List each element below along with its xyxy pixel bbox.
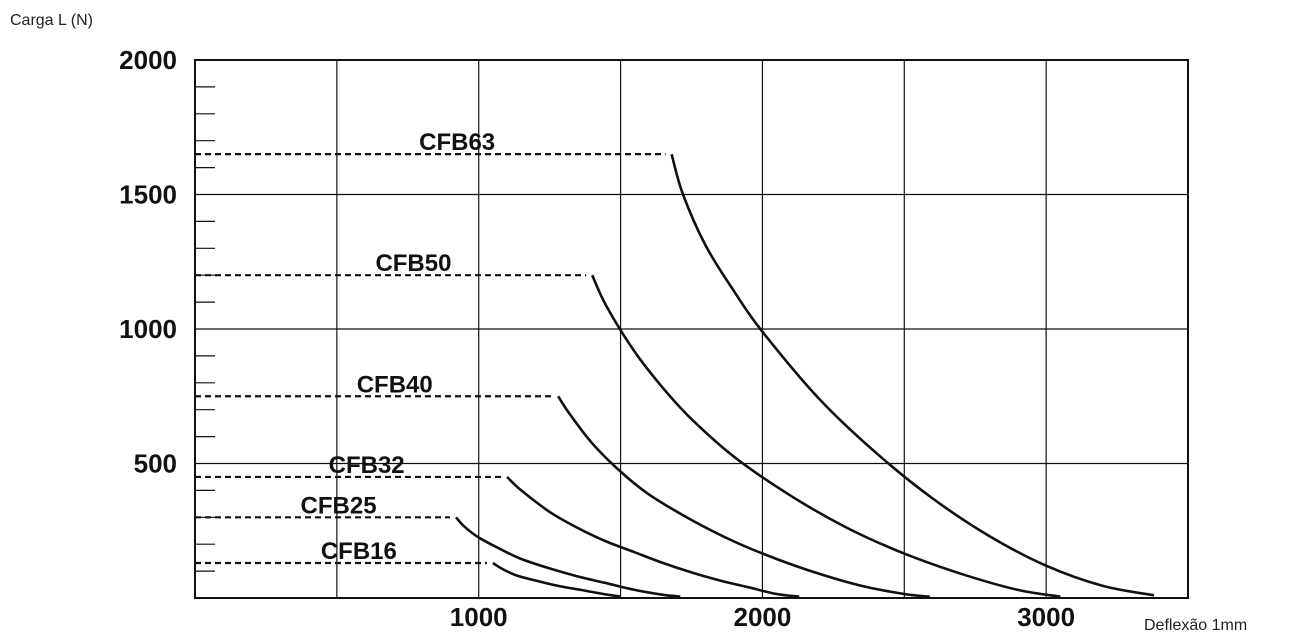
curve-cfb50 <box>591 274 1061 598</box>
tick-labels: 500 1000 1500 2000 1000 2000 3000 <box>119 45 1075 632</box>
curve-cfb25 <box>455 516 681 598</box>
max-load-guides <box>195 153 666 565</box>
curve-cfb16 <box>492 561 621 598</box>
label-cfb63: CFB63 <box>419 129 495 156</box>
y-axis-label: Carga L (N) <box>10 12 93 29</box>
x-tick-label: 2000 <box>734 602 792 632</box>
x-tick-label: 3000 <box>1017 602 1075 632</box>
curve-cfb63 <box>670 153 1155 597</box>
curve-cfb32 <box>506 475 800 598</box>
y-tick-label: 1000 <box>119 314 177 344</box>
y-tick-label: 1500 <box>119 180 177 210</box>
plot-frame <box>194 59 1189 599</box>
label-cfb40: CFB40 <box>357 371 433 398</box>
y-tick-label: 500 <box>134 449 177 479</box>
x-axis-label: Deflexão 1mm <box>1144 617 1247 634</box>
series-curves <box>455 153 1155 598</box>
label-cfb50: CFB50 <box>375 250 451 277</box>
x-tick-label: 1000 <box>450 602 508 632</box>
label-cfb32: CFB32 <box>329 452 405 479</box>
label-cfb16: CFB16 <box>321 538 397 565</box>
curve-cfb40 <box>557 395 930 598</box>
label-cfb25: CFB25 <box>301 492 377 519</box>
series-labels: CFB63 CFB50 CFB40 CFB32 CFB25 CFB16 <box>301 129 496 565</box>
y-tick-label: 2000 <box>119 45 177 75</box>
